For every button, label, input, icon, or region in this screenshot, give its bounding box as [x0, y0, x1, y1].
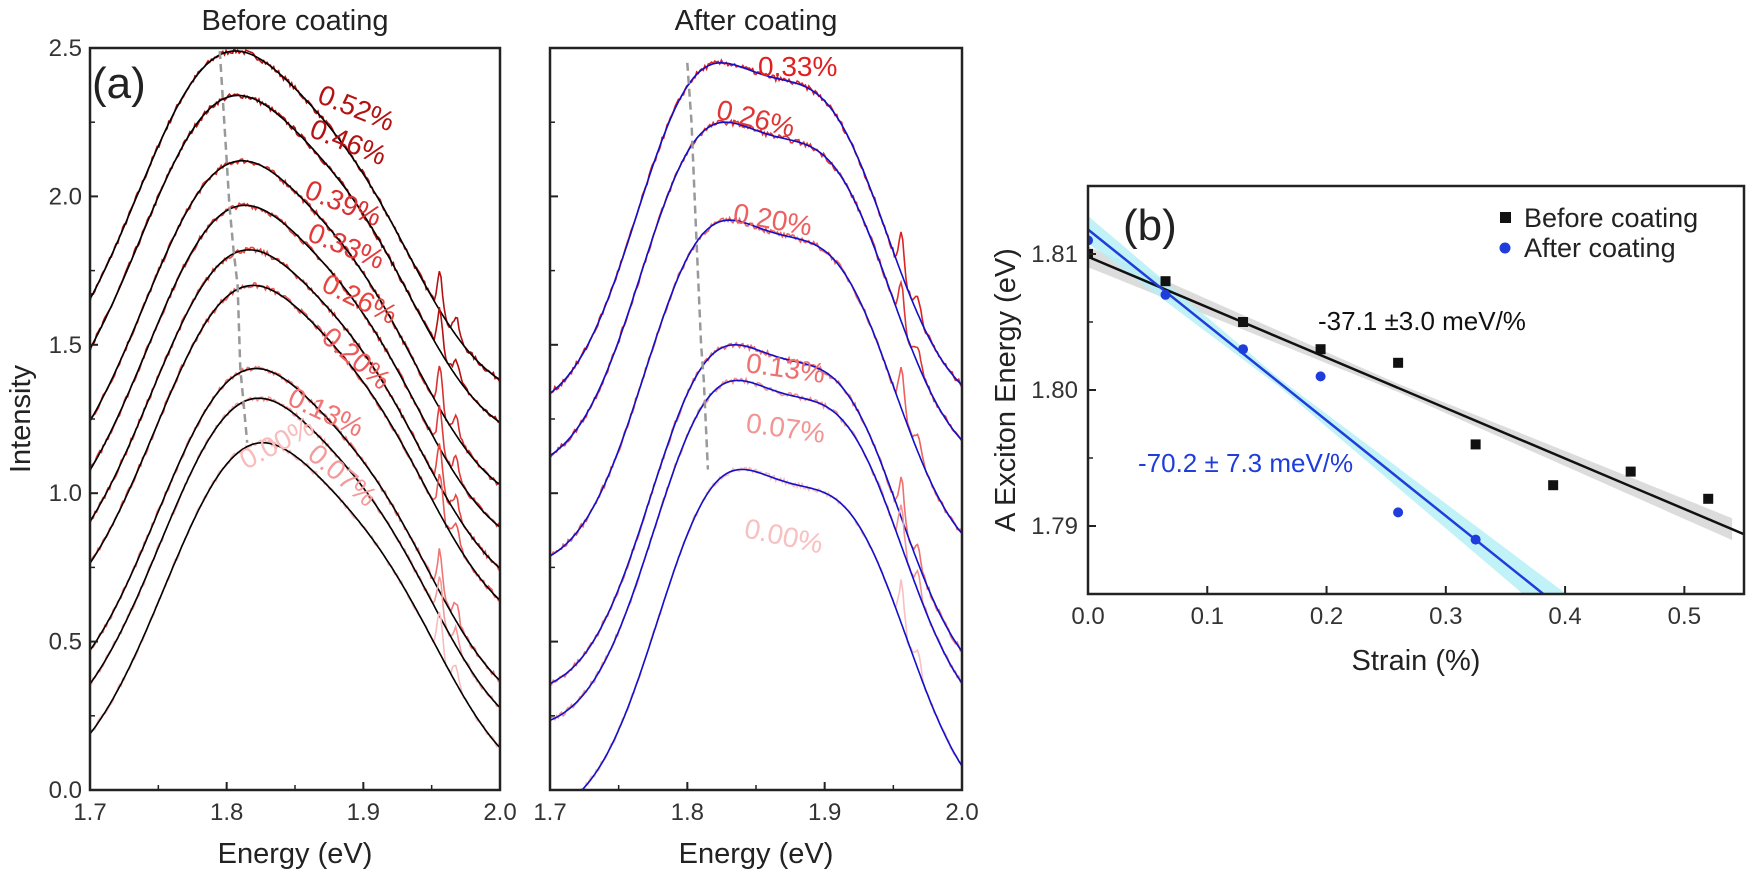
- after-coating-spectra: [550, 58, 962, 790]
- x-tick-label: 0.1: [1191, 603, 1224, 630]
- x-tick-label: 1.8: [210, 799, 243, 826]
- strain-label: 0.20%: [316, 321, 397, 396]
- x-tick-label: 0.4: [1548, 603, 1581, 630]
- x-tick-label: 1.9: [347, 799, 380, 826]
- data-point-before: [1160, 276, 1171, 287]
- strain-labels-after: 0.33% 0.26% 0.20% 0.13% 0.07% 0.00%: [714, 51, 838, 559]
- fit-line: [90, 50, 500, 381]
- fit-line: [550, 379, 962, 722]
- y-tick-label: 1.80: [1031, 377, 1078, 404]
- data-point-before: [1393, 357, 1404, 368]
- strain-labels-before: 0.52%0.46%0.39%0.33%0.26%0.20%0.13%0.07%…: [234, 79, 402, 513]
- legend-marker-after: [1499, 242, 1511, 254]
- x-tick-label: 2.0: [483, 799, 516, 826]
- fit-line: [90, 441, 500, 749]
- legend-marker-before: [1500, 212, 1511, 223]
- data-point-after: [1238, 344, 1249, 355]
- strain-label: 0.07%: [744, 407, 827, 449]
- axes-before: 1.7 1.8 1.9 2.0 0.0 0.5 1.0 1.5 2.0 2.5: [49, 35, 517, 826]
- data-point-after: [1470, 534, 1481, 545]
- x-tick-label: 1.8: [671, 799, 704, 826]
- fit-line: [550, 344, 962, 685]
- title-before-coating: Before coating: [201, 5, 388, 37]
- confidence-bands: [1088, 215, 1733, 594]
- strain-label: 0.13%: [744, 347, 827, 389]
- fit-lines: [1088, 228, 1744, 594]
- x-tick-label: 1.9: [808, 799, 841, 826]
- data-point-before: [1470, 439, 1481, 450]
- fit-line: [580, 468, 962, 790]
- panel-before-coating: Before coating 1.7 1.8 1.9 2.0 0.0 0.5 1.0 1.5 2…: [49, 5, 517, 870]
- fit-line: [90, 204, 500, 528]
- fit-line: [90, 94, 500, 424]
- slope-label-after: -70.2 ± 7.3 meV/%: [1138, 448, 1353, 478]
- axes-b: 0.0 0.1 0.2 0.3 0.4 0.5 1.79 1.80 1.81: [1031, 241, 1701, 630]
- x-tick-label: 0.2: [1310, 603, 1343, 630]
- strain-label: 0.33%: [758, 51, 837, 82]
- y-tick-label: 1.5: [49, 332, 82, 359]
- data-point-before: [1625, 466, 1636, 477]
- y-tick-label: 1.0: [49, 480, 82, 507]
- y-tick-label: 2.5: [49, 35, 82, 62]
- y-axis-title-exciton: A Exciton Energy (eV): [990, 248, 1022, 532]
- fit-line: [90, 248, 500, 569]
- panel-exciton-energy: 0.0 0.1 0.2 0.3 0.4 0.5 1.79 1.80 1.81 (b) Befor…: [990, 184, 1746, 677]
- x-tick-label: 2.0: [945, 799, 978, 826]
- strain-label: 0.00%: [742, 513, 826, 560]
- peak-position-line: [686, 62, 710, 470]
- x-tick-label: 0.0: [1071, 603, 1104, 630]
- legend-entry: Before coating: [1524, 203, 1698, 233]
- axes-after: 1.7 1.8 1.9 2.0: [533, 47, 979, 826]
- legend-entry: After coating: [1524, 233, 1676, 263]
- fit-line: [550, 219, 962, 557]
- y-tick-label: 1.81: [1031, 241, 1078, 268]
- panel-after-coating: After coating 1.7 1.8 1.9 2.0 0.33% 0.26% 0.2…: [533, 5, 978, 870]
- x-tick-label: 1.7: [533, 799, 566, 826]
- y-tick-label: 0.0: [49, 777, 82, 804]
- spectrum-line: [90, 439, 500, 749]
- fit-line: [1088, 255, 1744, 536]
- strain-label: 0.20%: [731, 197, 815, 241]
- fit-line: [1088, 228, 1546, 594]
- y-tick-label: 0.5: [49, 629, 82, 656]
- title-after-coating: After coating: [675, 5, 838, 37]
- fit-line: [90, 367, 500, 682]
- x-tick-label: 1.7: [73, 799, 106, 826]
- y-tick-label: 1.79: [1031, 513, 1078, 540]
- data-point-after: [1393, 507, 1404, 518]
- data-point-after: [1315, 371, 1326, 382]
- y-tick-label: 2.0: [49, 183, 82, 210]
- panel-label-a: (a): [92, 59, 146, 108]
- x-tick-label: 0.3: [1429, 603, 1462, 630]
- strain-label: 0.26%: [714, 94, 799, 143]
- before-coating-spectra: [90, 48, 500, 749]
- fit-line: [90, 397, 500, 709]
- data-point-before: [1703, 493, 1714, 504]
- fit-line: [550, 121, 962, 457]
- fit-line: [550, 61, 962, 395]
- data-point-before: [1548, 480, 1559, 491]
- x-axis-title-before: Energy (eV): [218, 838, 373, 870]
- data-point-before: [1238, 317, 1249, 327]
- data-point-after: [1160, 289, 1171, 300]
- x-axis-title-after: Energy (eV): [679, 838, 834, 870]
- peak-position-line: [218, 50, 249, 443]
- data-point-before: [1315, 344, 1326, 355]
- slope-label-before: -37.1 ±3.0 meV/%: [1318, 306, 1526, 336]
- fit-line: [90, 160, 500, 486]
- x-tick-label: 0.5: [1668, 603, 1701, 630]
- x-axis-title-strain: Strain (%): [1352, 645, 1481, 677]
- strain-label: 0.26%: [317, 268, 402, 331]
- panel-label-b: (b): [1123, 201, 1177, 250]
- fit-line: [90, 284, 500, 601]
- y-axis-title-intensity: Intensity: [5, 365, 37, 473]
